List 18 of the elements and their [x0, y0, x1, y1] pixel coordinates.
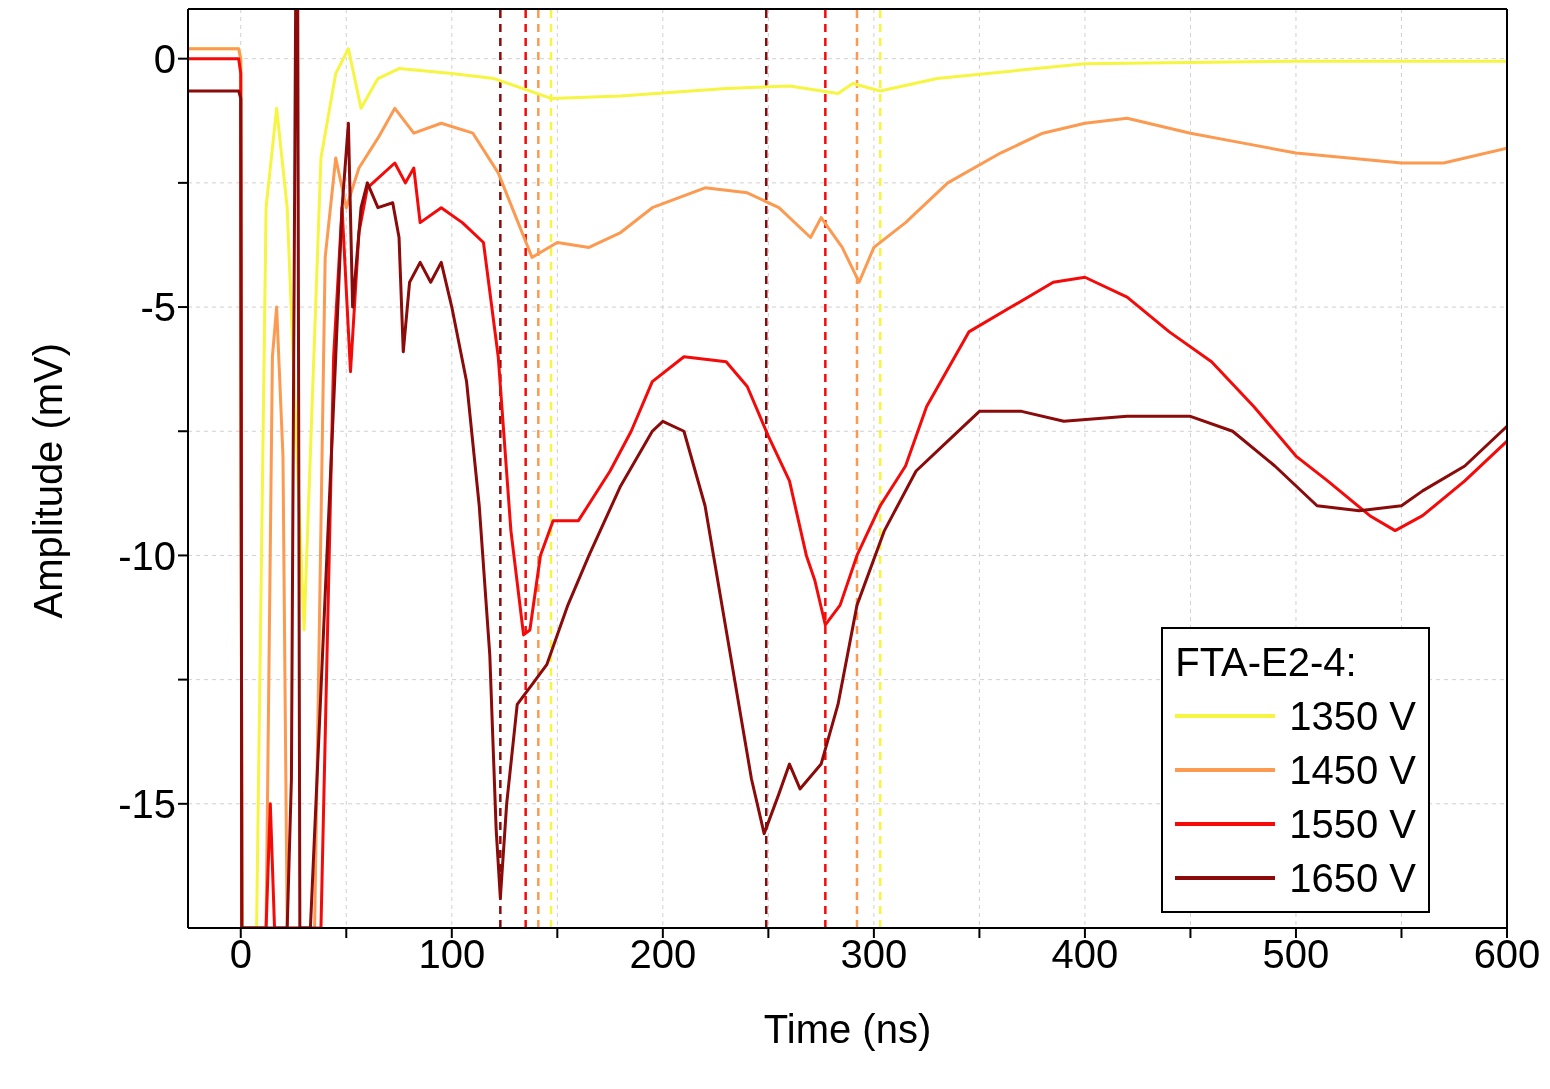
x-tick-label: 600 — [1473, 932, 1541, 977]
legend-label: 1650 V — [1289, 855, 1416, 902]
legend-label: 1550 V — [1289, 801, 1416, 848]
x-axis-title: Time (ns) — [763, 1007, 932, 1051]
y-tick-label: -10 — [118, 533, 176, 578]
x-tick-label: 100 — [418, 932, 486, 977]
legend-label: 1350 V — [1289, 693, 1416, 740]
x-tick-label: 0 — [229, 932, 252, 977]
x-tick-label: 300 — [840, 932, 908, 977]
x-tick-label: 500 — [1262, 932, 1330, 977]
y-tick-label: -5 — [140, 285, 176, 330]
y-tick-label: 0 — [153, 36, 176, 81]
x-tick-label: 200 — [629, 932, 697, 977]
y-tick-label: -15 — [118, 782, 176, 827]
legend-title: FTA-E2-4: — [1175, 639, 1358, 686]
x-tick-label: 400 — [1051, 932, 1119, 977]
y-axis-title: Amplitude (mV) — [26, 342, 71, 619]
legend-label: 1450 V — [1289, 747, 1416, 794]
